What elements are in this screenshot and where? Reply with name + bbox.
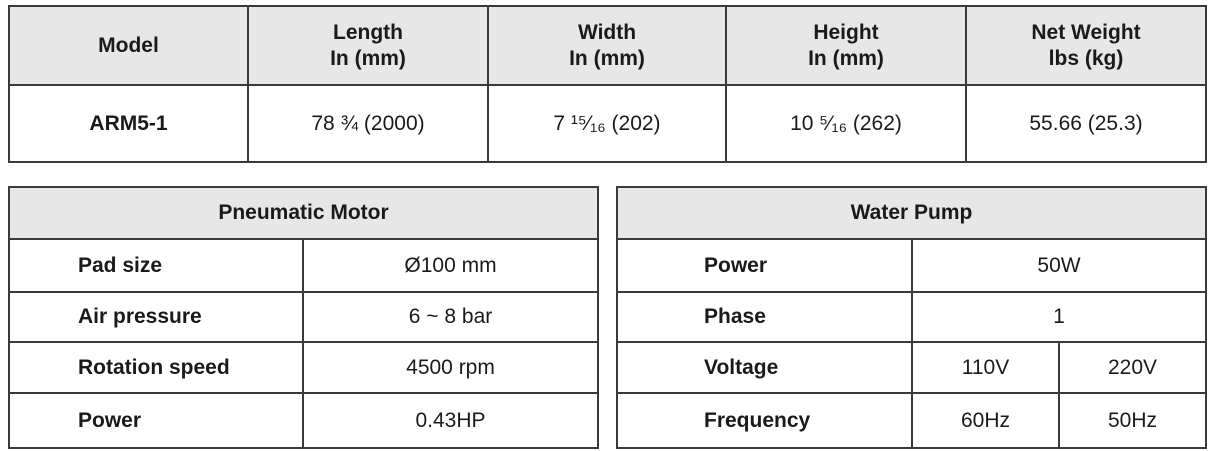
header-text: Width <box>577 20 637 44</box>
header-row: Model Length In (mm) Width In (mm) Height I… <box>8 5 1207 86</box>
row-value: 1 <box>910 291 1208 343</box>
pneumatic-motor-table: Pneumatic Motor Pad size Ø100 mm Air pres… <box>7 186 600 449</box>
row-label: Phase <box>616 291 913 343</box>
data-cell: 10 ⁵⁄₁₆ (262) <box>725 84 967 163</box>
row-label: Air pressure <box>8 291 304 343</box>
header-text: In (mm) <box>569 46 645 70</box>
row-value: 220V <box>1057 341 1208 394</box>
row-label: Frequency <box>616 392 913 449</box>
water-pump-table: Water Pump Power 50W Phase 1 Voltage 110V 22… <box>615 186 1208 449</box>
row-label: Pad size <box>8 238 304 293</box>
data-cell: 78 ¾ (2000) <box>247 84 489 163</box>
header-cell: Length In (mm) <box>247 5 489 86</box>
row-label: Voltage <box>616 341 913 394</box>
table-title: Pneumatic Motor <box>7 186 600 240</box>
header-text: In (mm) <box>808 46 884 70</box>
model-cell: ARM5-1 <box>8 84 249 163</box>
header-text: lbs (kg) <box>1048 46 1124 70</box>
header-cell: Height In (mm) <box>725 5 967 86</box>
row-value: 50W <box>910 238 1208 293</box>
row-value: 4500 rpm <box>301 341 600 394</box>
header-text: Net Weight <box>1031 20 1141 44</box>
row-value: 110V <box>911 341 1060 394</box>
row-value: 6 ~ 8 bar <box>301 291 600 343</box>
row-value: 60Hz <box>911 392 1060 449</box>
row-value: 0.43HP <box>301 392 600 449</box>
row-label: Power <box>8 392 304 449</box>
row-value: Ø100 mm <box>301 238 600 293</box>
header-cell: Width In (mm) <box>487 5 727 86</box>
row-label: Rotation speed <box>8 341 304 394</box>
row-label: Power <box>616 238 913 293</box>
data-cell: 55.66 (25.3) <box>965 84 1207 163</box>
row-value: 50Hz <box>1057 392 1208 449</box>
data-cell: 7 ¹⁵⁄₁₆ (202) <box>487 84 727 163</box>
header-cell: Model <box>8 5 249 86</box>
header-text: In (mm) <box>330 46 406 70</box>
header-text: Height <box>813 20 879 44</box>
header-cell: Net Weight lbs (kg) <box>965 5 1207 86</box>
header-text: Model <box>98 33 159 57</box>
spec-table: Model Length In (mm) Width In (mm) Height I… <box>8 5 1207 163</box>
data-row: ARM5-1 78 ¾ (2000) 7 ¹⁵⁄₁₆ (202) 10 ⁵⁄₁₆… <box>8 84 1207 163</box>
table-title: Water Pump <box>615 186 1208 240</box>
header-text: Length <box>333 20 403 44</box>
